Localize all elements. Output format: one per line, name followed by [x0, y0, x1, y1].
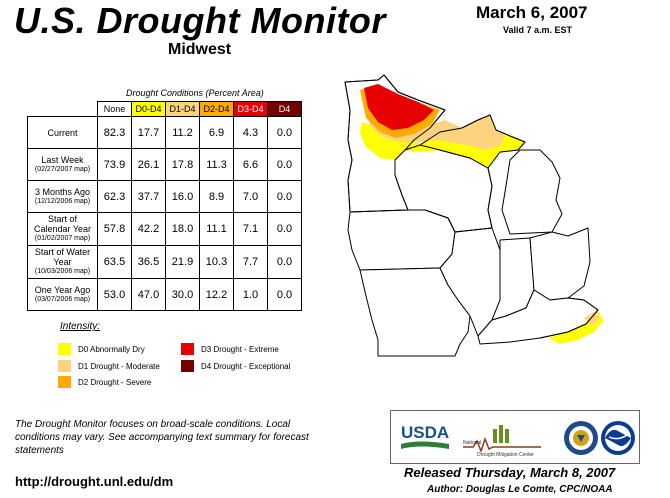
table-cell: 82.3: [97, 116, 132, 149]
valid-time: Valid 7 a.m. EST: [503, 25, 573, 35]
table-cell: 62.3: [97, 180, 132, 213]
usda-logo: USDA: [401, 423, 449, 449]
legend-swatch: [181, 360, 194, 372]
row-label: Start of Water Year (10/03/2006 map): [27, 245, 98, 279]
author-credit: Author: Douglas Le Comte, CPC/NOAA: [427, 484, 613, 495]
table-cell: 0.0: [267, 278, 302, 311]
legend-item-d0: D0 Abnormally Dry: [58, 343, 145, 355]
legend-swatch: [58, 360, 71, 372]
page-title: U.S. Drought Monitor: [14, 0, 386, 41]
drought-d3-area: [364, 84, 434, 130]
legend-item-d4: D4 Drought - Exceptional: [181, 360, 290, 372]
table-cell: 17.7: [131, 116, 166, 149]
commerce-seal-icon: [564, 421, 598, 455]
svg-text:Drought Mitigation Center: Drought Mitigation Center: [477, 452, 534, 458]
table-cell: 37.7: [131, 180, 166, 213]
row-label: Start of Calendar Year (01/02/2007 map): [27, 212, 98, 246]
table-cell: 1.0: [233, 278, 268, 311]
table-cell: 0.0: [267, 245, 302, 279]
region-label: Midwest: [168, 41, 232, 58]
table-caption: Drought Conditions (Percent Area): [126, 88, 264, 98]
table-cell: 7.7: [233, 245, 268, 279]
legend-item-d1: D1 Drought - Moderate: [58, 360, 160, 372]
drought-monitor-link[interactable]: http://drought.unl.edu/dm: [15, 474, 174, 489]
noaa-logo-icon: [601, 421, 635, 455]
drought-d1-se-area: [584, 312, 600, 326]
col-d4: D4: [267, 101, 302, 117]
table-cell: 11.1: [199, 212, 234, 246]
row-label: Last Week (02/27/2007 map): [27, 148, 98, 181]
col-d0-d4: D0-D4: [131, 101, 166, 117]
table-cell: 57.8: [97, 212, 132, 246]
table-cell: 10.3: [199, 245, 234, 279]
table-row: One Year Ago (03/07/2006 map) 53.0 47.0 3…: [27, 278, 302, 311]
ndmc-logo: National Drought Mitigation Center: [463, 425, 541, 458]
table-cell: 26.1: [131, 148, 166, 181]
legend-swatch: [58, 376, 71, 388]
state-michigan-lp: [501, 149, 563, 235]
legend-swatch: [181, 343, 194, 355]
table-cell: 12.2: [199, 278, 234, 311]
svg-text:USDA: USDA: [401, 423, 449, 442]
table-cell: 63.5: [97, 245, 132, 279]
drought-conditions-table: None D0-D4 D1-D4 D2-D4 D3-D4 D4 Current …: [27, 101, 302, 311]
row-label: One Year Ago (03/07/2006 map): [27, 278, 98, 311]
partner-logos: USDA National Drought Mitigation Center: [390, 410, 640, 464]
table-cell: 21.9: [165, 245, 200, 279]
disclaimer-note: The Drought Monitor focuses on broad-sca…: [15, 419, 309, 456]
table-header-row: None D0-D4 D1-D4 D2-D4 D3-D4 D4: [28, 101, 302, 117]
table-cell: 11.2: [165, 116, 200, 149]
state-illinois: [439, 227, 501, 337]
legend-item-d3: D3 Drought - Extreme: [181, 343, 279, 355]
table-row: Start of Water Year (10/03/2006 map) 63.5…: [27, 245, 302, 279]
state-ohio: [529, 227, 591, 301]
legend-item-d2: D2 Drought - Severe: [58, 376, 151, 388]
col-d1-d4: D1-D4: [165, 101, 200, 117]
svg-text:National: National: [463, 440, 481, 446]
state-iowa: [347, 209, 456, 271]
legend-swatch: [58, 343, 71, 355]
legend-title: Intensity:: [60, 321, 101, 332]
col-none: None: [97, 101, 132, 117]
drought-d1-area: [368, 112, 505, 150]
release-date: Released Thursday, March 8, 2007: [404, 465, 616, 480]
map-date: March 6, 2007: [476, 3, 588, 22]
logos-art: USDA National Drought Mitigation Center: [401, 421, 635, 458]
table-cell: 16.0: [165, 180, 200, 213]
table-cell: 11.3: [199, 148, 234, 181]
table-cell: 6.6: [233, 148, 268, 181]
table-cell: 42.2: [131, 212, 166, 246]
drought-overlay: [360, 84, 604, 344]
